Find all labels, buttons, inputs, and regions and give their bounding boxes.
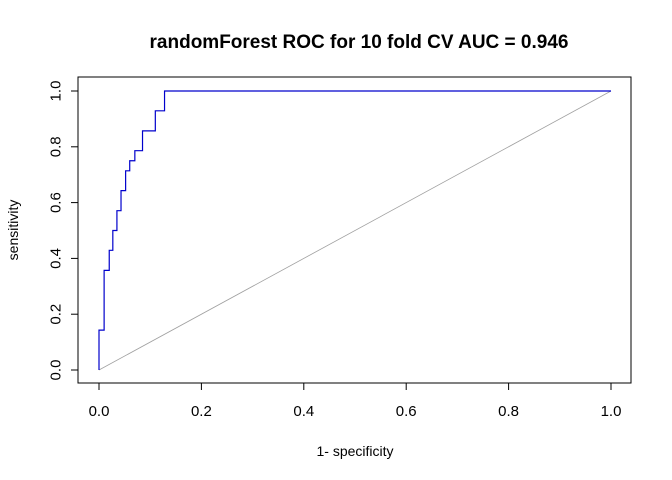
y-axis-label: sensitivity xyxy=(5,200,21,261)
y-tick-label: 1.0 xyxy=(48,81,65,102)
y-tick-label: 0.8 xyxy=(48,136,65,157)
roc-curve-line xyxy=(98,90,611,370)
x-tick-label: 0.0 xyxy=(89,403,110,420)
y-tick-label: 0.4 xyxy=(48,248,65,269)
x-axis: 0.0 0.2 0.4 0.6 0.8 1.0 xyxy=(89,382,622,420)
x-tick-label: 0.4 xyxy=(293,403,314,420)
series-layer xyxy=(98,90,612,371)
y-tick-label: 0.6 xyxy=(48,192,65,213)
x-tick-label: 0.2 xyxy=(191,403,212,420)
chart-title: randomForest ROC for 10 fold CV AUC = 0.… xyxy=(150,32,569,53)
y-tick-label: 0.0 xyxy=(48,360,65,381)
plot-frame xyxy=(77,76,632,384)
x-tick-label: 0.8 xyxy=(498,403,519,420)
x-axis-label: 1- specificity xyxy=(316,443,393,459)
y-tick-label: 0.2 xyxy=(48,304,65,325)
x-tick-label: 0.6 xyxy=(396,403,417,420)
chance-diagonal-line xyxy=(98,90,612,371)
y-axis: 0.0 0.2 0.4 0.6 0.8 1.0 xyxy=(48,81,79,381)
x-tick-label: 1.0 xyxy=(601,403,622,420)
